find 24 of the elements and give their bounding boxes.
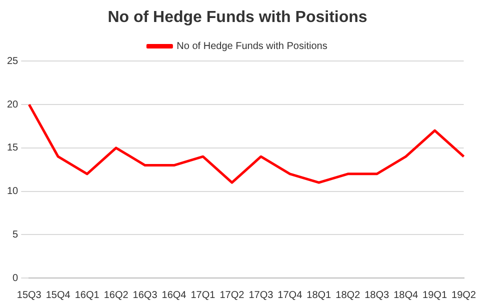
x-tick-label: 17Q3 bbox=[248, 290, 274, 301]
y-tick-label: 25 bbox=[7, 56, 19, 67]
x-tick-label: 19Q1 bbox=[422, 290, 448, 301]
x-tick-label: 16Q4 bbox=[162, 290, 187, 301]
legend-label: No of Hedge Funds with Positions bbox=[176, 40, 328, 52]
y-tick-label: 20 bbox=[7, 99, 19, 110]
y-tick-label: 5 bbox=[12, 229, 19, 240]
x-tick-label: 18Q4 bbox=[394, 290, 418, 301]
x-tick-label: 17Q2 bbox=[220, 290, 245, 301]
x-tick-label: 17Q4 bbox=[278, 290, 303, 301]
y-tick-label: 10 bbox=[7, 186, 19, 198]
x-tick-label: 16Q3 bbox=[132, 290, 158, 301]
chart-title: No of Hedge Funds with Positions bbox=[108, 9, 368, 26]
x-tick-label: 18Q2 bbox=[336, 290, 361, 301]
x-tick-label: 18Q3 bbox=[364, 290, 390, 301]
x-tick-label: 15Q3 bbox=[16, 290, 42, 301]
x-tick-label: 16Q1 bbox=[74, 290, 100, 301]
x-tick-label: 19Q2 bbox=[452, 290, 476, 301]
x-tick-label: 16Q2 bbox=[104, 290, 129, 301]
x-tick-label: 15Q4 bbox=[46, 290, 71, 301]
y-tick-label: 15 bbox=[7, 142, 19, 154]
x-tick-label: 18Q1 bbox=[306, 290, 332, 301]
x-tick-label: 17Q1 bbox=[190, 290, 216, 301]
y-tick-label: 0 bbox=[12, 272, 19, 284]
